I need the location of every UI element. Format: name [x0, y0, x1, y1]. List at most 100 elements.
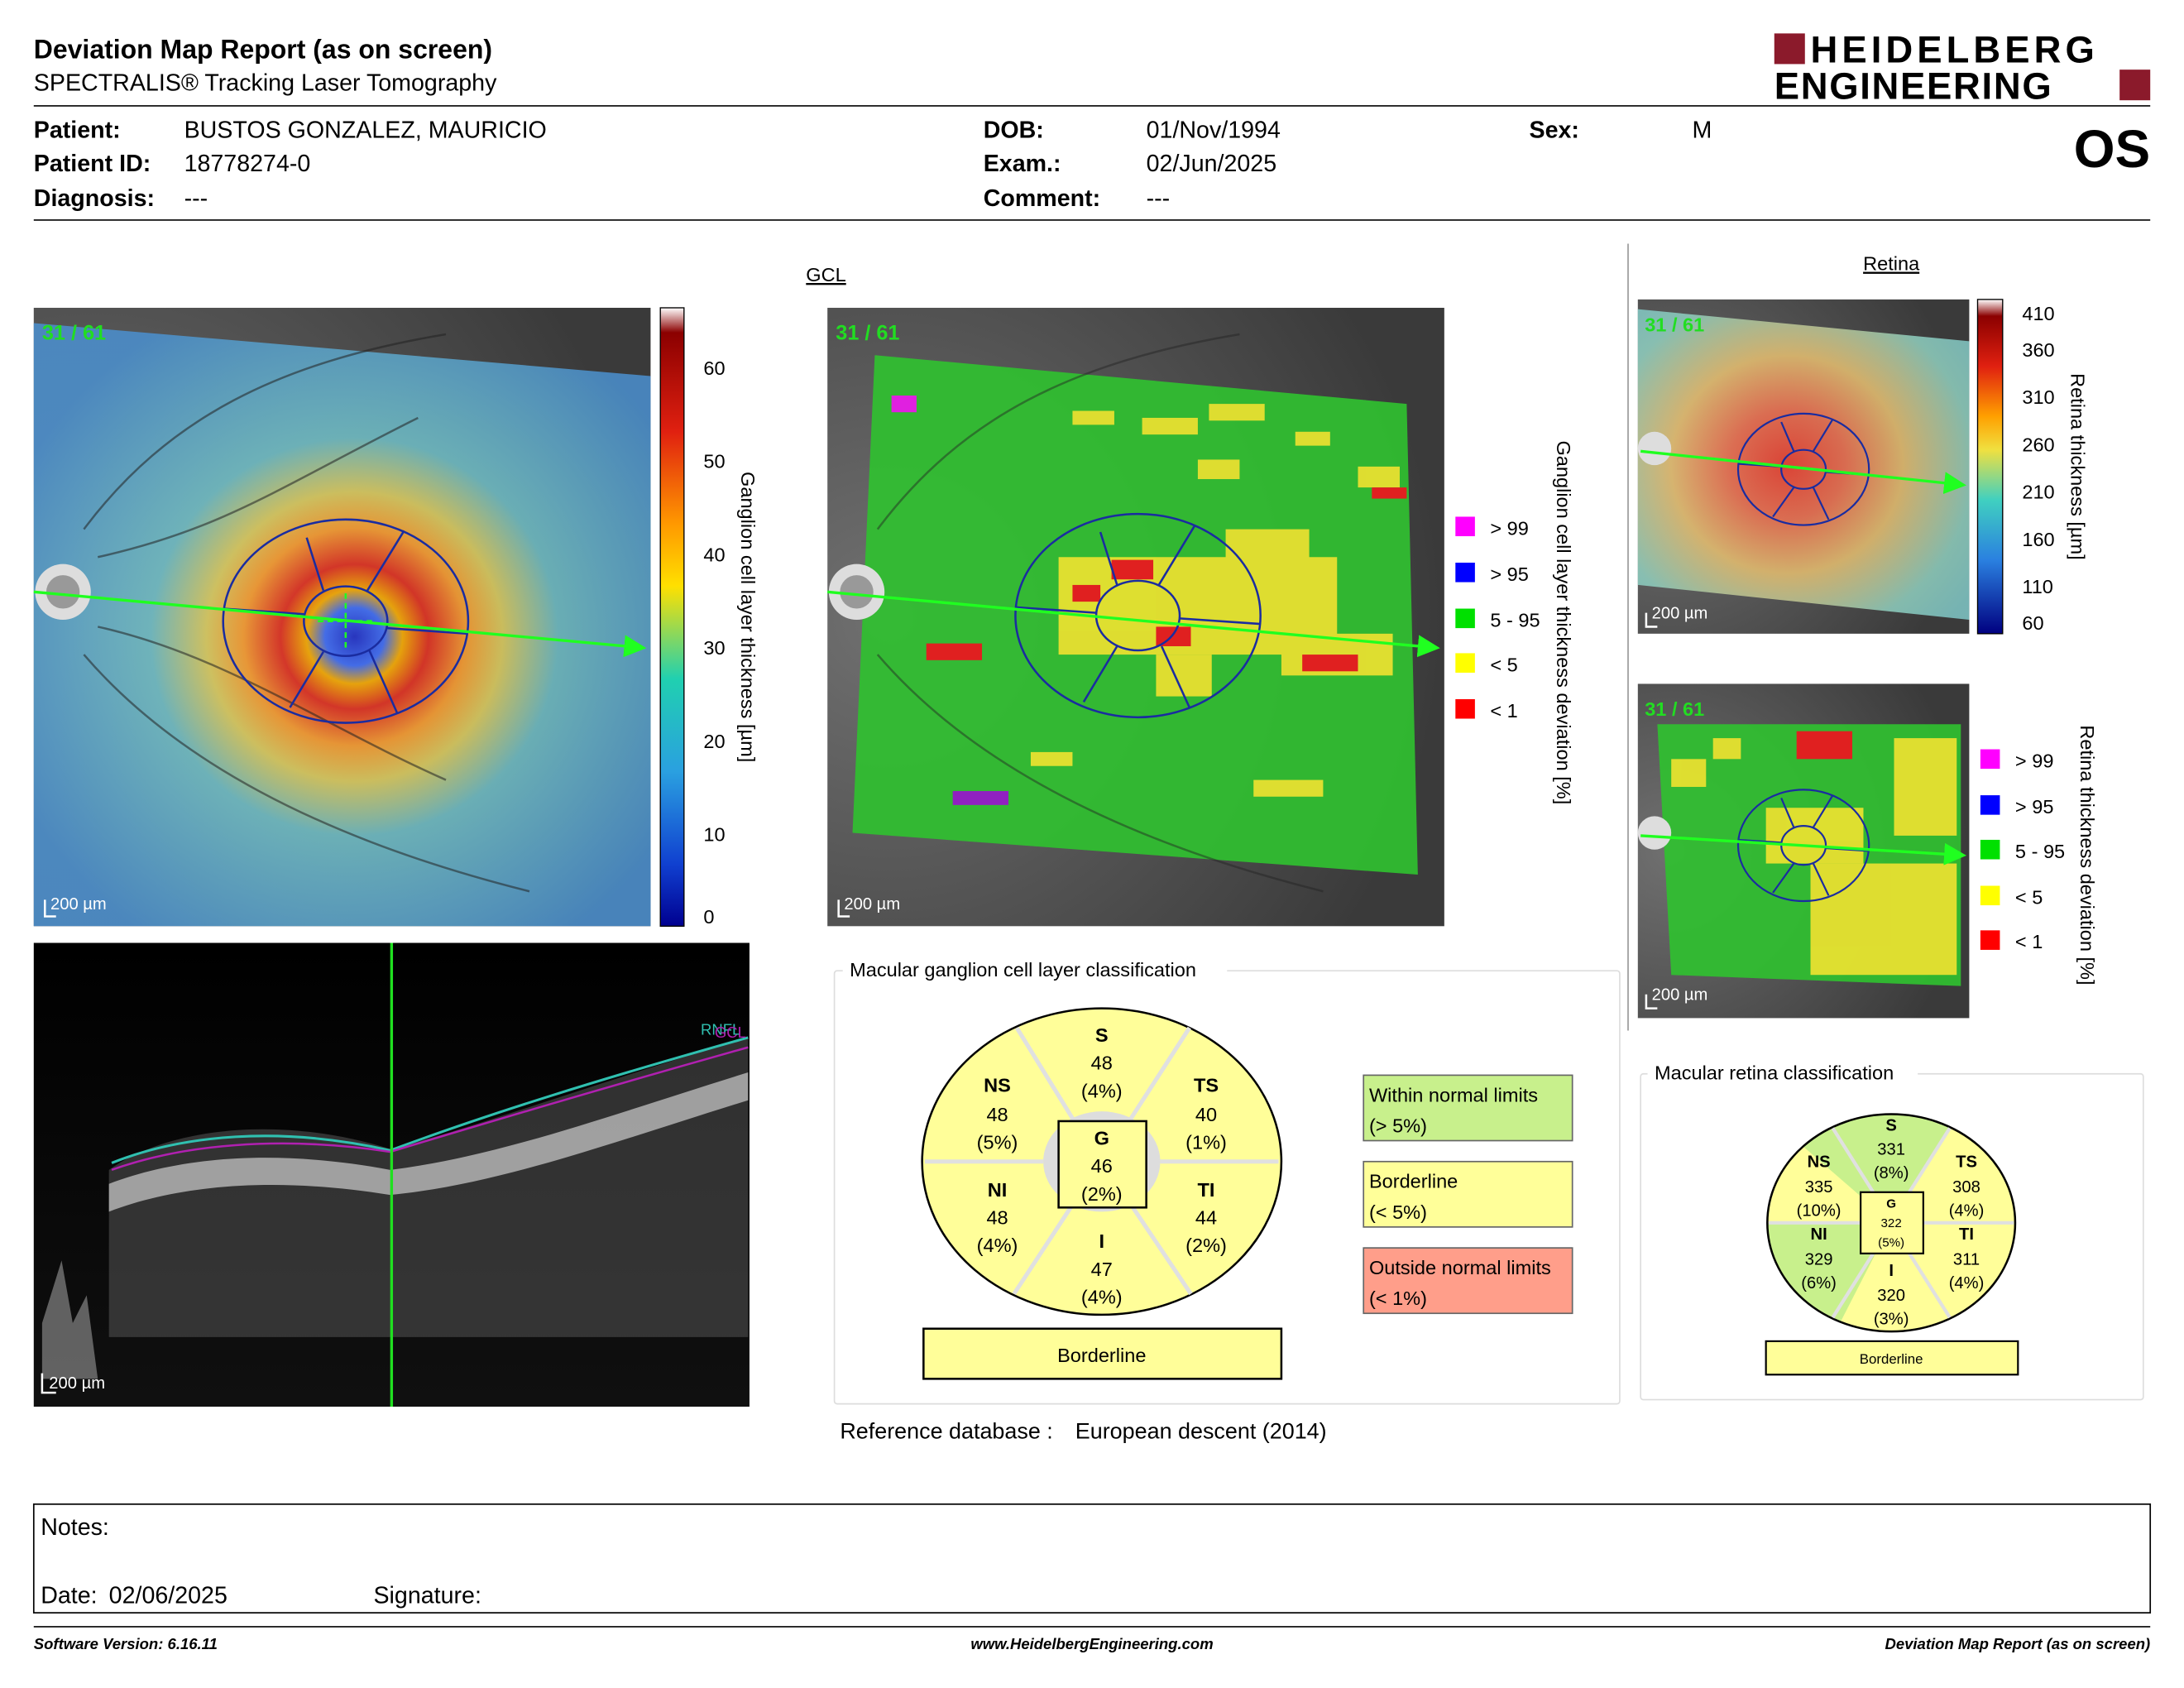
- reference-db-value: European descent (2014): [1075, 1419, 1327, 1444]
- thickness-axis-label: Retina thickness [µm]: [2067, 373, 2088, 560]
- dob-label: DOB:: [984, 117, 1044, 144]
- key-label: Borderline: [1369, 1171, 1458, 1192]
- scale-tick: 0: [703, 906, 714, 928]
- result-box: [922, 1327, 1283, 1380]
- scale-tick: 310: [2022, 386, 2054, 408]
- scale-label: 200 µm: [49, 1374, 105, 1393]
- sector-value: 40: [1195, 1104, 1217, 1125]
- gcl-line: [111, 1046, 749, 1172]
- slice-label: 31 / 61: [42, 322, 106, 345]
- sector-label: I: [1099, 1230, 1105, 1252]
- scale-tick: 260: [2022, 434, 2054, 455]
- sector-pct: (4%): [1081, 1080, 1123, 1101]
- sector-value: 48: [986, 1104, 1008, 1125]
- deviation-axis-label: Ganglion cell layer thickness deviation …: [1553, 440, 1574, 804]
- scale-bar: [1976, 299, 2004, 635]
- outside-limits-regions: [926, 487, 1407, 672]
- gcl-section-title: GCL: [806, 264, 845, 285]
- scale-tick: 50: [703, 451, 725, 472]
- exam-label: Exam.:: [984, 151, 1061, 177]
- above-99-region: [891, 396, 917, 413]
- sector-pct: (4%): [1081, 1286, 1123, 1307]
- notes-box: Notes: Date: 02/06/2025 Signature:: [32, 1503, 2152, 1614]
- signature-label: Signature:: [373, 1582, 481, 1609]
- panel-title: Macular ganglion cell layer classificati…: [850, 959, 1196, 981]
- sector-value: 44: [1195, 1207, 1217, 1229]
- gcl-classification-panel: Macular ganglion cell layer classificati…: [833, 955, 1621, 1405]
- scan-line: [1640, 834, 1967, 866]
- patient-name-label: Patient:: [34, 117, 121, 144]
- legend-label: > 99: [1490, 517, 1529, 539]
- rnfl-label: RNFL: [701, 1021, 740, 1038]
- sector-value: 335: [1805, 1178, 1833, 1196]
- website-link[interactable]: www.HeidelbergEngineering.com: [970, 1635, 1213, 1652]
- sector-pct: (6%): [1801, 1274, 1837, 1292]
- dob-value: 01/Nov/1994: [1147, 117, 1281, 144]
- legend-label: < 1: [1490, 700, 1517, 722]
- deviation-axis-label: Retina thickness deviation [%]: [2076, 725, 2098, 985]
- sector-value: 308: [1952, 1178, 1980, 1196]
- sector-pct: (10%): [1797, 1201, 1842, 1220]
- sector-label: S: [1885, 1117, 1896, 1135]
- sector-pct: (4%): [1949, 1274, 1985, 1292]
- comment-value: ---: [1147, 185, 1171, 212]
- sector-label: TS: [1194, 1075, 1219, 1096]
- oct-bscan: RNFL GCL 200 µm: [33, 942, 750, 1407]
- legend-label: 5 - 95: [1490, 609, 1540, 631]
- sector-value: 46: [1091, 1155, 1113, 1177]
- scale-tick: 360: [2022, 339, 2054, 361]
- classification-key: Within normal limits (> 5%) Borderline (…: [1363, 1074, 1573, 1315]
- brand-line-2: ENGINEERING: [1774, 65, 2053, 108]
- sector-label: G: [1094, 1128, 1109, 1149]
- scale-tick: 40: [703, 544, 725, 565]
- sector-values: S 331 (8%) NS 335 (10%) TS 308 (4%) NI 3…: [1797, 1117, 1985, 1329]
- key-normal: [1363, 1074, 1573, 1142]
- sector-value: 331: [1877, 1140, 1905, 1158]
- scale-bar: [659, 307, 685, 927]
- report-title: Deviation Map Report (as on screen): [34, 35, 492, 65]
- legend-label: < 1: [2015, 931, 2043, 952]
- sector-label: TI: [1198, 1179, 1215, 1201]
- scale-tick: 10: [703, 824, 725, 846]
- key-label: (< 1%): [1369, 1288, 1427, 1309]
- scale-tick: 60: [703, 357, 725, 379]
- scale-label: 200 µm: [844, 895, 900, 914]
- outer-ring: [1766, 1113, 2017, 1333]
- retina-thickness-scale: 410 360 310 260 210 160 110 60 Retina th…: [1976, 299, 2088, 635]
- retina-classification-panel: Macular retina classification S 3: [1640, 1058, 2144, 1401]
- patient-info: Patient: BUSTOS GONZALEZ, MAURICIO Patie…: [34, 117, 1712, 212]
- vessels: [876, 333, 1324, 893]
- retina-section-title: Retina: [1863, 253, 1920, 275]
- retina-thickness-map: 31 / 61 200 µm: [1637, 299, 1970, 634]
- sector-label: TI: [1959, 1225, 1974, 1244]
- rnfl-line: [111, 1036, 749, 1164]
- scale-tick: 160: [2022, 529, 2054, 550]
- legend-label: 5 - 95: [2015, 841, 2065, 862]
- etdrs-grid: [1014, 512, 1262, 719]
- footer: Software Version: 6.16.11 www.Heidelberg…: [34, 1635, 2150, 1652]
- logo-square-top: [1774, 33, 1805, 65]
- thickness-axis-label: Ganglion cell layer thickness [µm]: [737, 472, 759, 762]
- eye-label: OS: [2074, 119, 2150, 179]
- borderline-regions: [1671, 738, 1957, 976]
- scale-tick: 210: [2022, 482, 2054, 503]
- scale-tick: 20: [703, 731, 725, 752]
- scale-tick: 110: [2022, 576, 2053, 597]
- notes-frame: [32, 1503, 2152, 1614]
- sector-pct: (3%): [1874, 1311, 1909, 1329]
- legend-label: > 95: [1490, 563, 1529, 585]
- diagnosis-label: Diagnosis:: [34, 185, 155, 212]
- key-label: Outside normal limits: [1369, 1257, 1551, 1278]
- sex-value: M: [1692, 117, 1712, 144]
- key-label: (> 5%): [1369, 1115, 1427, 1136]
- date-label: Date:: [41, 1582, 97, 1609]
- report-subtitle: SPECTRALIS® Tracking Laser Tomography: [34, 70, 497, 96]
- gcl-heatmap: [33, 323, 651, 927]
- sector-label: NS: [984, 1075, 1011, 1096]
- sector-value: 320: [1877, 1287, 1905, 1305]
- sector-label: NI: [1811, 1225, 1827, 1244]
- scan-line: [827, 590, 1440, 658]
- reference-db-label: Reference database :: [840, 1419, 1052, 1444]
